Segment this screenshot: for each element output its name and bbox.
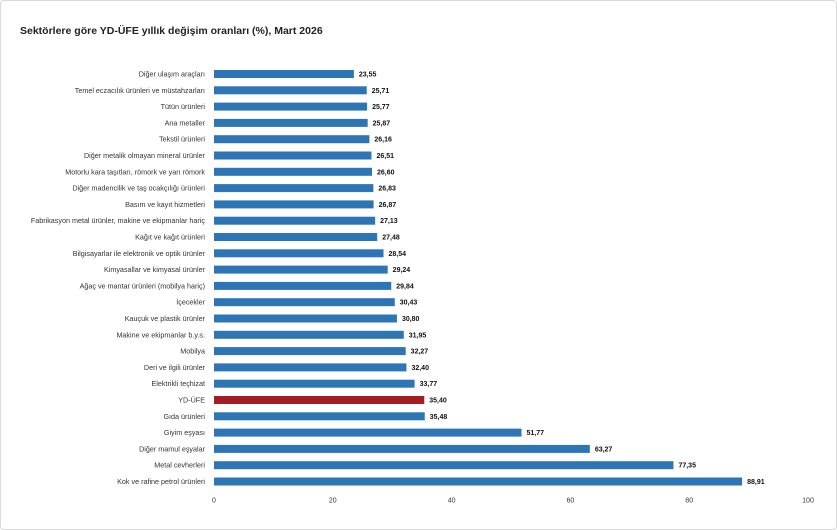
category-label: Makine ve ekipmanlar b.y.s. — [116, 330, 205, 339]
value-label: 33,77 — [420, 381, 438, 388]
category-label: Mobilya — [180, 347, 205, 356]
value-label: 26,87 — [379, 202, 397, 209]
x-tick-label: 0 — [212, 498, 216, 505]
bar — [214, 102, 368, 111]
category-label: Diğer ulaşım araçları — [139, 70, 205, 79]
value-label: 27,48 — [382, 235, 400, 242]
x-tick-label: 100 — [802, 498, 814, 505]
bar — [214, 281, 392, 290]
category-label: Kauçuk ve plastik ürünler — [125, 314, 206, 323]
bar — [214, 233, 378, 241]
value-label: 25,87 — [373, 120, 391, 127]
category-label: Metal cevherleri — [154, 461, 205, 470]
bar — [214, 363, 407, 372]
value-label: 26,83 — [378, 186, 396, 193]
bar — [214, 428, 522, 437]
category-label: Tekstil ürünleri — [159, 135, 205, 144]
bar — [214, 70, 354, 78]
value-label: 32,27 — [411, 349, 429, 356]
value-label: 26,16 — [374, 137, 392, 144]
category-label: Diğer mamul eşyalar — [139, 444, 206, 453]
bar — [214, 216, 376, 225]
bar — [214, 314, 397, 323]
bar — [214, 444, 590, 453]
chart-title: Sektörlere göre YD-ÜFE yıllık değişim or… — [20, 25, 323, 37]
bar — [214, 249, 384, 258]
bar — [214, 379, 415, 388]
value-label: 28,54 — [389, 251, 407, 258]
category-label: İçecekler — [176, 298, 205, 307]
value-label: 23,55 — [359, 72, 377, 79]
bar — [214, 265, 388, 274]
bar — [214, 347, 406, 356]
category-label: Elektrikli teçhizat — [151, 379, 205, 388]
value-label: 25,71 — [372, 88, 390, 95]
value-label: 88,91 — [747, 479, 765, 486]
bar-highlight — [214, 396, 425, 404]
category-label: Tütün ürünleri — [161, 102, 206, 111]
category-label: Kağıt ve kağıt ürünleri — [135, 233, 205, 242]
value-label: 27,13 — [380, 218, 398, 225]
category-label: Diğer madencilik ve taş ocakçılığı ürünl… — [72, 184, 205, 193]
value-label: 26,60 — [377, 169, 395, 176]
category-label: Ana metaller — [165, 118, 206, 127]
category-label: Ağaç ve mantar ürünleri (mobilya hariç) — [80, 281, 205, 290]
value-label: 35,40 — [429, 398, 447, 405]
value-label: 30,80 — [402, 316, 420, 323]
value-label: 26,51 — [376, 153, 394, 160]
bar — [214, 151, 372, 160]
bar — [214, 298, 395, 307]
category-label: Basım ve kayıt hizmetleri — [125, 200, 205, 209]
category-label: Diğer metalik olmayan mineral ürünler — [84, 151, 206, 160]
value-label: 35,48 — [430, 414, 448, 421]
x-tick-label: 40 — [448, 498, 456, 505]
bar — [214, 167, 373, 176]
value-label: 30,43 — [400, 300, 418, 307]
value-label: 25,77 — [372, 104, 390, 111]
category-label: Deri ve ilgili ürünler — [144, 363, 206, 372]
category-label: Motorlu kara taşıtları, römork ve yarı r… — [65, 167, 205, 176]
bar — [214, 135, 370, 144]
value-label: 51,77 — [527, 430, 545, 437]
bar — [214, 461, 674, 470]
bar — [214, 330, 404, 339]
bar — [214, 184, 374, 193]
category-label: YD-ÜFE — [178, 396, 205, 405]
category-label: Kok ve rafine petrol ürünleri — [117, 477, 205, 486]
bar — [214, 118, 368, 127]
value-label: 29,84 — [396, 283, 414, 290]
x-tick-label: 60 — [567, 498, 575, 505]
bar — [214, 412, 425, 421]
category-label: Kimyasallar ve kimyasal ürünler — [104, 265, 206, 274]
category-label: Giyim eşyası — [164, 428, 205, 437]
bar — [214, 86, 367, 95]
value-label: 29,24 — [393, 267, 411, 274]
value-label: 63,27 — [595, 446, 613, 453]
category-label: Gıda ürünleri — [163, 412, 205, 421]
value-label: 32,40 — [411, 365, 429, 372]
bar — [214, 200, 374, 209]
category-label: Bilgisayarlar ile elektronik ve optik ür… — [73, 249, 206, 258]
x-tick-label: 80 — [685, 498, 693, 505]
value-label: 77,35 — [678, 463, 696, 470]
category-label: Temel eczacılık ürünleri ve müstahzarlar… — [75, 86, 205, 95]
x-tick-label: 20 — [329, 498, 337, 505]
bar — [214, 477, 743, 486]
category-label: Fabrikasyon metal ürünler, makine ve eki… — [31, 216, 206, 225]
value-label: 31,95 — [409, 332, 427, 339]
